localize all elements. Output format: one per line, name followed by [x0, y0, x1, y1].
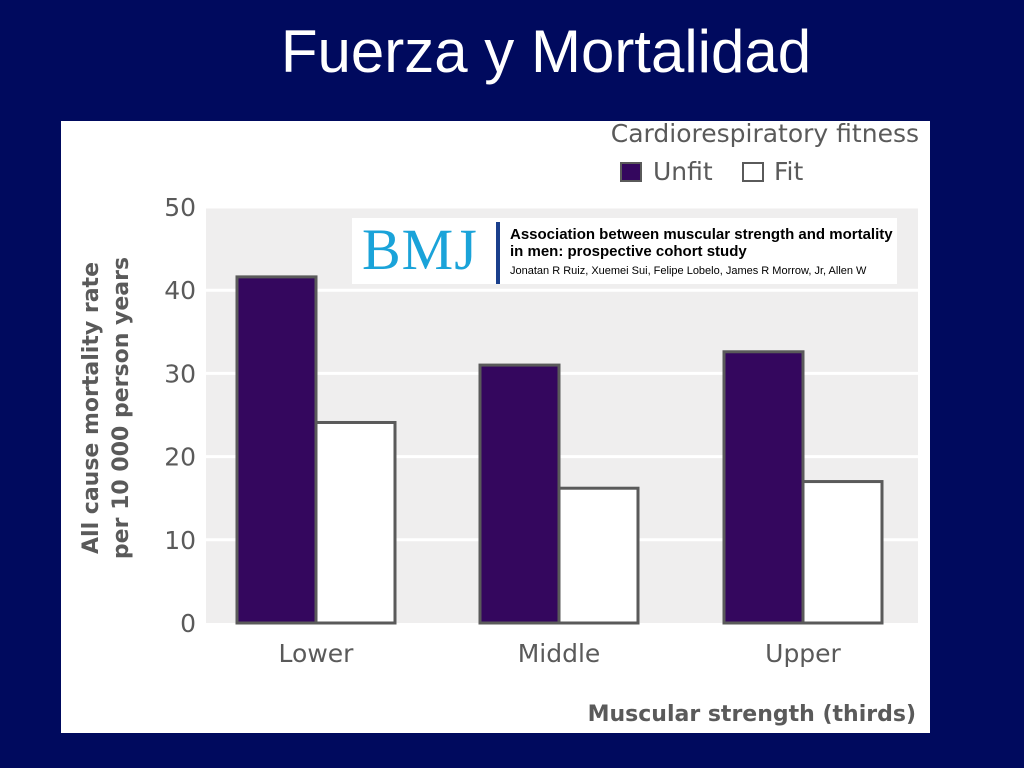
bar-fit-middle [557, 486, 640, 625]
bar-unfit-upper [722, 350, 805, 625]
bmj-logo: BMJ [362, 217, 478, 282]
bar-fit-upper [801, 480, 884, 625]
bars [235, 275, 884, 625]
y-tick-label: 0 [180, 609, 196, 638]
legend-swatch-fit [742, 162, 764, 182]
slide-title: Fuerza y Mortalidad [280, 18, 812, 85]
y-tick-label: 20 [164, 443, 196, 472]
y-axis-label-line1: All cause mortality rate [79, 262, 104, 554]
bmj-authors: Jonatan R Ruiz, Xuemei Sui, Felipe Lobel… [510, 265, 867, 277]
chart-panel: 0 10 20 30 40 50 Lower Middle Upper Cardiorespi… [61, 121, 930, 733]
x-axis-label: Muscular strength (thirds) [588, 702, 916, 727]
bar-fit-lower [314, 420, 397, 625]
legend-label-unfit: Unfit [653, 157, 713, 186]
bar-unfit-lower [235, 275, 318, 625]
bmj-article-title: Association between muscular strength an… [510, 226, 893, 260]
y-tick-labels: 0 10 20 30 40 50 [164, 193, 196, 638]
legend-title: Cardiorespiratory fitness [611, 121, 919, 148]
y-tick-label: 10 [164, 526, 196, 555]
x-tick-label: Lower [279, 639, 355, 668]
legend-label-fit: Fit [774, 157, 804, 186]
bar-unfit-middle [478, 363, 561, 625]
x-tick-label: Middle [518, 639, 601, 668]
x-tick-label: Upper [765, 639, 841, 668]
bmj-citation-box: BMJ Association between muscular strengt… [352, 218, 897, 284]
y-tick-label: 30 [164, 359, 196, 388]
bar-chart: 0 10 20 30 40 50 Lower Middle Upper Cardiorespi… [79, 121, 919, 727]
y-tick-label: 40 [164, 276, 196, 305]
x-tick-labels: Lower Middle Upper [279, 639, 842, 668]
legend-swatch-unfit [620, 162, 642, 182]
bmj-logo-bar [496, 222, 500, 284]
y-axis-label-line2: per 10 000 person years [109, 257, 134, 559]
y-tick-label: 50 [164, 193, 196, 222]
